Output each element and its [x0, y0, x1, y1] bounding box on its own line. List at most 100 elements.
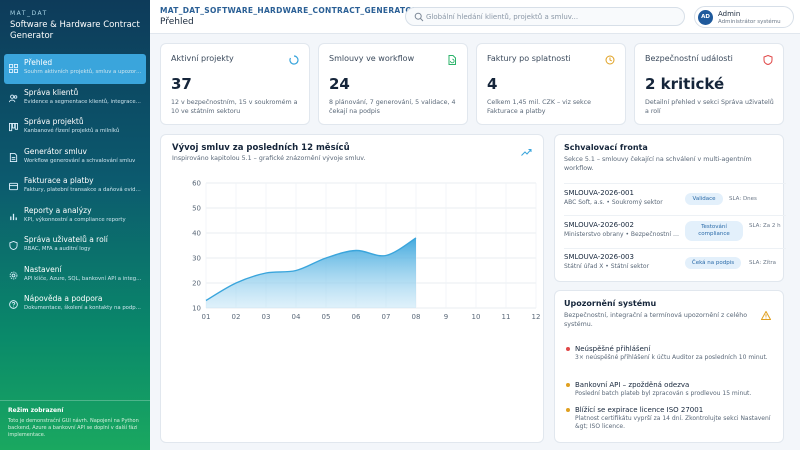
- sidebar-item-klienti[interactable]: Správa klientů Evidence a segmentace kli…: [4, 84, 146, 114]
- stat-description: 12 v bezpečnostním, 15 v soukromém a 10 …: [171, 99, 298, 115]
- shield-icon: [763, 55, 773, 65]
- alert-dot: [566, 408, 570, 412]
- contract-org: ABC Soft, a.s. • Soukromý sektor: [564, 199, 663, 206]
- brand-code: MAT_DAT: [10, 10, 48, 17]
- y-tick-label: 10: [192, 305, 201, 313]
- divider: [564, 183, 786, 184]
- status-badge: Čeká na podpis: [685, 257, 741, 269]
- y-tick-label: 40: [192, 230, 201, 238]
- app-code: MAT_DAT_SOFTWARE_HARDWARE_CONTRACT_GENER…: [160, 6, 419, 15]
- brand-title: Software & Hardware Contract Generator: [10, 20, 140, 41]
- x-tick-label: 03: [262, 313, 271, 321]
- sidebar-item-label: Správa uživatelů a rolí: [24, 235, 108, 244]
- spinner-icon: [289, 55, 299, 65]
- sidebar-item-description: Evidence a segmentace klientů, integrace…: [24, 98, 142, 105]
- alert-title: Blížící se expirace licence ISO 27001: [575, 406, 704, 414]
- sla-label: SLA: Dnes: [729, 196, 757, 202]
- grid-icon: [9, 64, 18, 73]
- x-tick-label: 11: [502, 313, 511, 321]
- y-tick-label: 50: [192, 205, 201, 213]
- clock-icon: [605, 55, 615, 65]
- alert-item[interactable]: Bankovní API – zpožděná odezva Poslední …: [566, 381, 781, 399]
- stat-title: Smlouvy ve workflow: [329, 54, 415, 63]
- sidebar-item-label: Generátor smluv: [24, 146, 87, 156]
- display-mode-title: Režim zobrazení: [8, 407, 64, 414]
- y-tick-label: 60: [192, 180, 201, 188]
- page-title: Přehled: [160, 17, 194, 27]
- sidebar-item-napoveda[interactable]: Nápověda a podpora Dokumentace, školení …: [4, 290, 146, 320]
- bar-chart-icon: [10, 213, 17, 220]
- stat-title: Aktivní projekty: [171, 54, 234, 63]
- sidebar-item-fakturace[interactable]: Fakturace a platby Faktury, platební tra…: [4, 172, 146, 202]
- contract-id: SMLOUVA-2026-003: [564, 253, 634, 261]
- sla-label: SLA: Zítra: [749, 260, 777, 266]
- sidebar-item-description: Workflow generování a schvalování smluv: [24, 157, 136, 164]
- contracts-area-chart: 10 20 30 40 50 60 01 02 03 04 05 06 07 08 9 10 11 12: [192, 180, 540, 322]
- approval-queue-card: Schvalovací fronta Sekce 5.1 – smlouvy č…: [554, 134, 786, 283]
- sidebar-item-uzivatele[interactable]: Správa uživatelů a rolí RBAC, MFA a audi…: [4, 231, 146, 261]
- global-search: [405, 7, 685, 26]
- x-tick-label: 01: [202, 313, 211, 321]
- stat-description: Detailní přehled v sekci Správa uživatel…: [645, 99, 774, 115]
- sidebar-item-projekty[interactable]: Správa projektů Kanbanové řízení projekt…: [4, 113, 146, 143]
- stat-value: 4: [487, 75, 498, 93]
- stat-card-projects[interactable]: Aktivní projekty 37 12 v bezpečnostním, …: [160, 43, 310, 125]
- gear-icon: [9, 271, 18, 279]
- sidebar-item-label: Správa klientů: [24, 87, 79, 97]
- header: MAT_DAT_SOFTWARE_HARDWARE_CONTRACT_GENER…: [150, 0, 800, 34]
- x-tick-label: 9: [444, 313, 448, 321]
- stat-value: 24: [329, 75, 350, 93]
- search-icon: [414, 12, 424, 22]
- warning-icon: [761, 311, 771, 320]
- queue-item[interactable]: SMLOUVA-2026-002 Ministerstvo obrany • B…: [564, 221, 786, 251]
- stat-description: Celkem 1,45 mil. CZK – viz sekce Faktura…: [487, 99, 592, 115]
- user-menu[interactable]: AD Admin Administrátor systému: [694, 6, 794, 28]
- sidebar-item-label: Reporty a analýzy: [24, 205, 92, 215]
- stat-title: Faktury po splatnosti: [487, 54, 571, 63]
- chart-title: Vývoj smluv za posledních 12 měsíců: [172, 143, 350, 153]
- help-icon: [9, 300, 18, 309]
- x-tick-label: 05: [322, 313, 331, 321]
- sidebar-item-description: RBAC, MFA a auditní logy: [24, 246, 91, 252]
- search-input[interactable]: [426, 10, 676, 23]
- sidebar-item-label: Fakturace a platby: [24, 176, 94, 185]
- queue-item[interactable]: SMLOUVA-2026-001 ABC Soft, a.s. • Soukro…: [564, 189, 786, 219]
- contracts-chart-card: Vývoj smluv za posledních 12 měsíců Insp…: [160, 134, 544, 443]
- alert-title: Bankovní API – zpožděná odezva: [575, 381, 690, 389]
- system-alerts-card: Upozornění systému Bezpečnostní, integra…: [554, 290, 784, 443]
- alert-item[interactable]: Blížící se expirace licence ISO 27001 Pl…: [566, 406, 781, 434]
- queue-subtitle: Sekce 5.1 – smlouvy čekající na schválen…: [564, 156, 752, 172]
- shield-icon: [9, 241, 18, 250]
- x-tick-label: 07: [382, 313, 391, 321]
- stat-card-security[interactable]: Bezpečnostní události 2 kritické Detailn…: [634, 43, 784, 125]
- alert-text: 3× neúspěšné přihlášení k účtu Auditor z…: [575, 354, 768, 361]
- contract-org: Ministerstvo obrany • Bezpečnostní sekto…: [564, 231, 679, 238]
- sidebar-item-reporty[interactable]: Reporty a analýzy KPI, výkonnostní a com…: [4, 202, 146, 232]
- alerts-title: Upozornění systému: [564, 299, 657, 308]
- sidebar-item-prehled[interactable]: Přehled Souhrn aktivních projektů, smluv…: [4, 54, 146, 84]
- sidebar: MAT_DAT Software & Hardware Contract Gen…: [0, 0, 150, 450]
- divider: [564, 215, 786, 216]
- x-tick-label: 06: [352, 313, 361, 321]
- status-badge: Validace: [685, 193, 723, 205]
- stat-card-contracts[interactable]: Smlouvy ve workflow 24 8 plánování, 7 ge…: [318, 43, 468, 125]
- sidebar-item-label: Nápověda a podpora: [24, 294, 103, 303]
- trend-up-icon[interactable]: [521, 148, 532, 157]
- sidebar-item-description: Dokumentace, školení a kontakty na podpo…: [24, 305, 142, 311]
- alert-dot: [566, 383, 570, 387]
- alert-text: Platnost certifikátu vyprší za 14 dní. Z…: [575, 415, 771, 430]
- sidebar-nav: Přehled Souhrn aktivních projektů, smluv…: [4, 54, 146, 320]
- stat-card-invoices[interactable]: Faktury po splatnosti 4 Celkem 1,45 mil.…: [476, 43, 626, 125]
- queue-item[interactable]: SMLOUVA-2026-003 Státní úřad X • Státní …: [564, 253, 786, 283]
- stat-value: 37: [171, 75, 192, 93]
- sidebar-item-label: Správa projektů: [24, 117, 84, 126]
- contract-id: SMLOUVA-2026-002: [564, 221, 634, 229]
- sidebar-item-description: Souhrn aktivních projektů, smluv a upozo…: [24, 69, 142, 75]
- sidebar-item-label: Přehled: [24, 58, 53, 67]
- y-tick-label: 30: [192, 255, 201, 263]
- alert-item[interactable]: Neúspěšné přihlášení 3× neúspěšné přihlá…: [566, 345, 781, 371]
- sidebar-item-nastaveni[interactable]: Nastavení API klíče, Azure, SQL, bankovn…: [4, 261, 146, 291]
- x-tick-label: 04: [292, 313, 301, 321]
- sidebar-item-generator[interactable]: Generátor smluv Workflow generování a sc…: [4, 143, 146, 173]
- kanban-icon: [9, 123, 18, 132]
